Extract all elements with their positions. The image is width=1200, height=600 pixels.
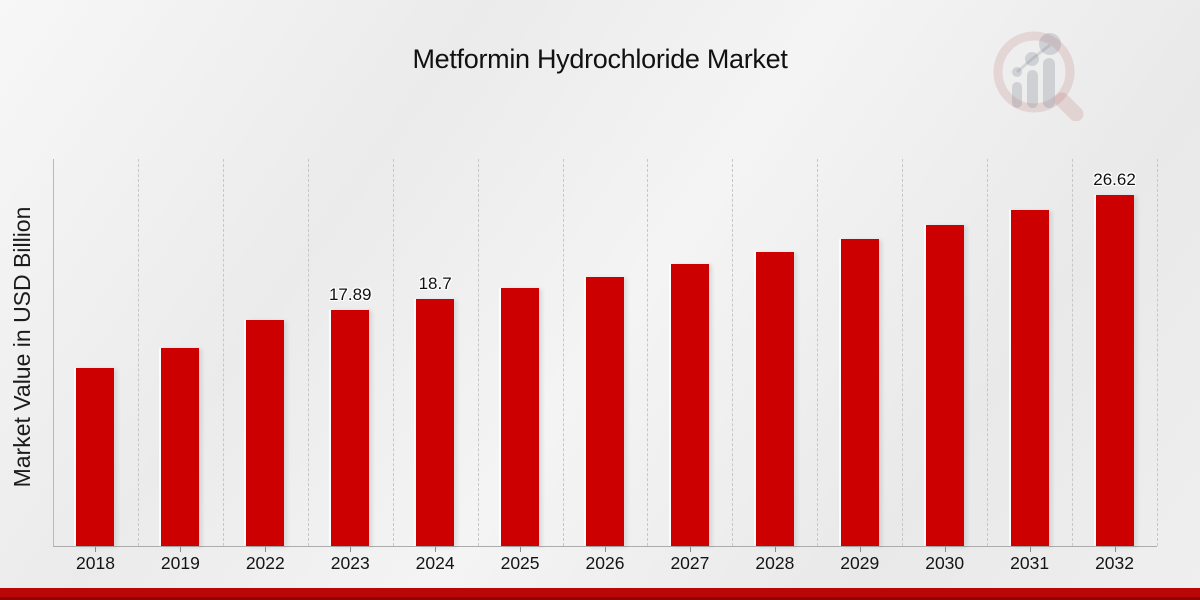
bar-2027 [670, 264, 709, 546]
x-tick-label-2028: 2028 [755, 553, 795, 573]
x-axis-tick-2022 [265, 547, 267, 552]
x-axis-tick-2027 [689, 547, 691, 552]
gridline [562, 159, 564, 546]
bar-2024 [416, 299, 455, 546]
x-tick-label-2031: 2031 [1010, 553, 1050, 573]
x-axis-tick-2019 [180, 547, 182, 552]
gridline [647, 159, 649, 546]
x-tick-label-2018: 2018 [76, 553, 115, 573]
x-axis-tick-2028 [774, 547, 776, 552]
gridline [817, 159, 819, 546]
x-tick-label-2026: 2026 [585, 553, 625, 573]
bottom-accent-band [0, 588, 1200, 600]
x-axis-tick-2032 [1114, 547, 1116, 552]
gridline [902, 159, 904, 546]
page-title: Metformin Hydrochloride Market [412, 44, 788, 74]
bar-2030 [925, 225, 964, 546]
gridline [477, 159, 479, 546]
bar-2026 [586, 277, 624, 546]
x-axis-tick-2018 [95, 547, 97, 552]
bar-2031 [1010, 210, 1049, 546]
x-axis-tick-2031 [1029, 547, 1031, 552]
x-axis-tick-2023 [350, 547, 352, 552]
bar-2023 [331, 310, 370, 546]
bar-2028 [755, 252, 794, 546]
gridline [222, 159, 224, 546]
bar-2022 [246, 320, 285, 546]
x-tick-label-2029: 2029 [840, 553, 880, 573]
gridline [1157, 159, 1158, 546]
x-axis-tick-2030 [944, 547, 946, 552]
plot-area: 2018 2019 2022 17.89 2023 18.7 2024 2025 2026 202… [53, 159, 1158, 573]
x-tick-label-2022: 2022 [245, 553, 285, 573]
x-tick-label-2023: 2023 [330, 553, 370, 573]
x-axis-tick-2024 [435, 547, 437, 552]
bar-2025 [501, 288, 540, 546]
gridline [137, 159, 139, 546]
y-axis-label: Market Value in USD Billion [9, 206, 35, 488]
bar-value-label-2024: 18.7 [418, 274, 452, 293]
x-tick-label-2030: 2030 [925, 553, 965, 573]
gridline [392, 159, 394, 546]
gridline [987, 159, 989, 546]
gridline [307, 159, 309, 546]
x-axis-tick-2025 [520, 547, 522, 552]
bar-2032 [1095, 195, 1134, 546]
y-axis-line [53, 159, 54, 546]
magnifier-bar-chart-watermark-icon [993, 31, 1084, 121]
bar-value-label-2023: 17.89 [328, 285, 372, 304]
bar-2029 [840, 239, 879, 546]
bottom-accent-band-main [0, 588, 1200, 597]
x-tick-label-2025: 2025 [500, 553, 540, 573]
gridline [1072, 159, 1074, 546]
x-tick-label-2032: 2032 [1095, 553, 1134, 573]
bottom-accent-band-shadow [0, 597, 1200, 600]
x-tick-label-2019: 2019 [160, 553, 200, 573]
bar-value-label-2032: 26.62 [1093, 170, 1136, 189]
x-axis-tick-2026 [605, 547, 606, 552]
x-tick-label-2024: 2024 [415, 553, 455, 573]
x-axis-tick-2029 [859, 547, 861, 552]
bar-2019 [161, 348, 200, 546]
bar-2018 [76, 368, 115, 546]
x-tick-label-2027: 2027 [670, 553, 710, 573]
gridline [732, 159, 734, 546]
